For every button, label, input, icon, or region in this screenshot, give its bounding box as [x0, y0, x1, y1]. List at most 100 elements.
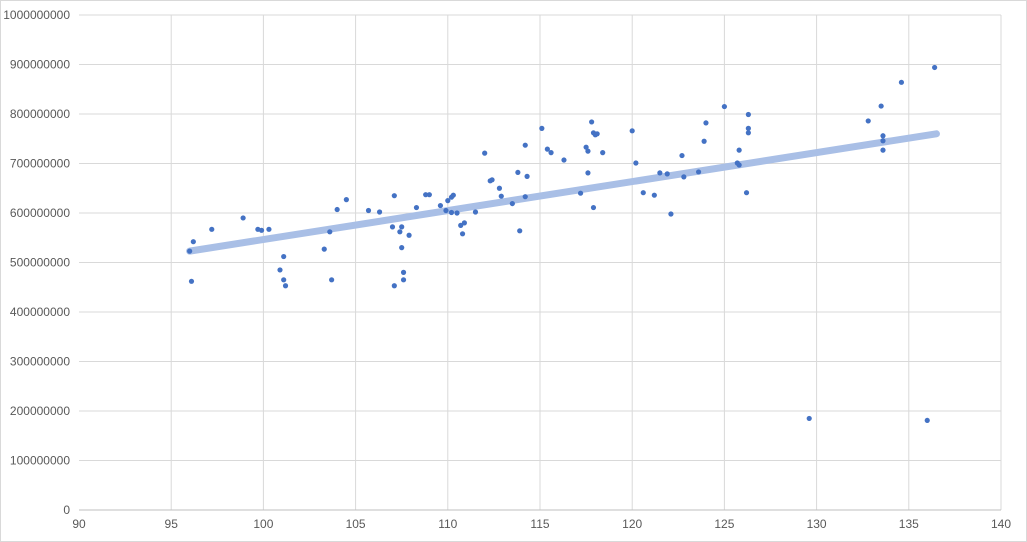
x-tick-label: 105 [346, 517, 366, 531]
data-point [600, 150, 606, 156]
data-point [509, 200, 515, 207]
data-point [668, 211, 674, 217]
data-point [445, 198, 451, 204]
data-point [334, 206, 340, 213]
y-tick-label: 0 [63, 503, 70, 517]
data-point [458, 222, 464, 228]
data-point [443, 207, 449, 214]
data-point [399, 245, 405, 251]
y-tick-label: 600000000 [10, 206, 70, 220]
data-point [736, 162, 742, 168]
data-point [496, 185, 503, 191]
data-point [281, 253, 287, 260]
data-point [878, 103, 884, 109]
data-point [664, 171, 670, 177]
data-point [524, 173, 530, 179]
data-point [391, 193, 397, 199]
data-point [321, 246, 327, 252]
data-point [679, 152, 685, 159]
data-point [589, 119, 595, 125]
data-point [266, 226, 272, 232]
x-tick-label: 90 [72, 517, 86, 531]
y-tick-label: 900000000 [10, 58, 70, 72]
x-tick-label: 140 [991, 517, 1011, 531]
y-tick-label: 500000000 [10, 256, 70, 270]
data-point [924, 417, 930, 424]
data-point [281, 277, 287, 283]
data-point [391, 283, 397, 289]
data-point [745, 125, 751, 131]
x-tick-label: 100 [253, 517, 273, 531]
data-point [376, 209, 383, 215]
data-point [577, 190, 584, 196]
data-point [932, 64, 938, 71]
data-point [482, 150, 488, 156]
data-point [258, 227, 265, 233]
data-point [426, 192, 432, 198]
x-tick-label: 115 [530, 517, 549, 531]
data-point [629, 128, 635, 134]
data-point [736, 147, 742, 153]
data-point [695, 169, 702, 175]
x-tick-label: 135 [899, 517, 919, 531]
data-point [880, 133, 886, 139]
y-tick-label: 400000000 [10, 305, 70, 319]
data-point [187, 248, 193, 254]
data-point [329, 277, 335, 283]
data-point [703, 120, 709, 126]
x-tick-label: 130 [807, 517, 827, 531]
data-point [437, 202, 444, 209]
data-point [413, 204, 420, 211]
data-point [548, 150, 554, 156]
data-point [454, 210, 460, 216]
data-point [282, 283, 289, 289]
data-point [880, 138, 886, 144]
data-point [522, 142, 528, 148]
data-point [657, 170, 663, 176]
data-point [448, 209, 455, 216]
data-point [721, 103, 728, 110]
data-point [397, 229, 403, 235]
data-point [459, 231, 466, 237]
y-tick-label: 1000000000 [3, 8, 70, 22]
data-point [389, 224, 396, 230]
data-point [461, 220, 467, 226]
data-point [365, 207, 372, 214]
data-point [209, 226, 215, 232]
data-point [898, 79, 905, 85]
data-point [640, 190, 646, 196]
data-point [327, 229, 333, 235]
data-point [190, 239, 196, 245]
x-tick-label: 95 [165, 517, 179, 531]
data-point [399, 224, 405, 230]
data-point [539, 125, 545, 131]
data-point [590, 204, 597, 211]
data-point [489, 177, 495, 183]
data-point [400, 269, 407, 275]
data-point [681, 174, 687, 180]
data-point [633, 160, 639, 166]
horizontal-gridlines [79, 14, 1001, 461]
x-axis-tick-labels: 90 95 100 105 110 115 120 125 130 135 140 [72, 517, 1011, 531]
y-axis-tick-labels: 0 100000000 200000000 300000000 400000000 500… [3, 8, 70, 517]
linear-trendline [186, 130, 940, 255]
data-point [594, 131, 600, 137]
data-point [240, 215, 246, 221]
x-tick-label: 110 [438, 517, 457, 531]
data-point [880, 147, 886, 153]
data-point [423, 192, 429, 198]
x-tick-label: 125 [714, 517, 734, 531]
data-point [406, 232, 412, 238]
data-point [745, 130, 751, 136]
data-point [561, 157, 567, 163]
data-point [400, 277, 407, 283]
y-tick-label: 100000000 [10, 454, 70, 468]
y-tick-label: 200000000 [10, 404, 70, 418]
data-point [865, 118, 871, 124]
data-point [277, 267, 283, 273]
data-point [343, 197, 349, 203]
data-point [745, 111, 751, 118]
data-point [515, 169, 521, 176]
data-point [517, 228, 523, 234]
